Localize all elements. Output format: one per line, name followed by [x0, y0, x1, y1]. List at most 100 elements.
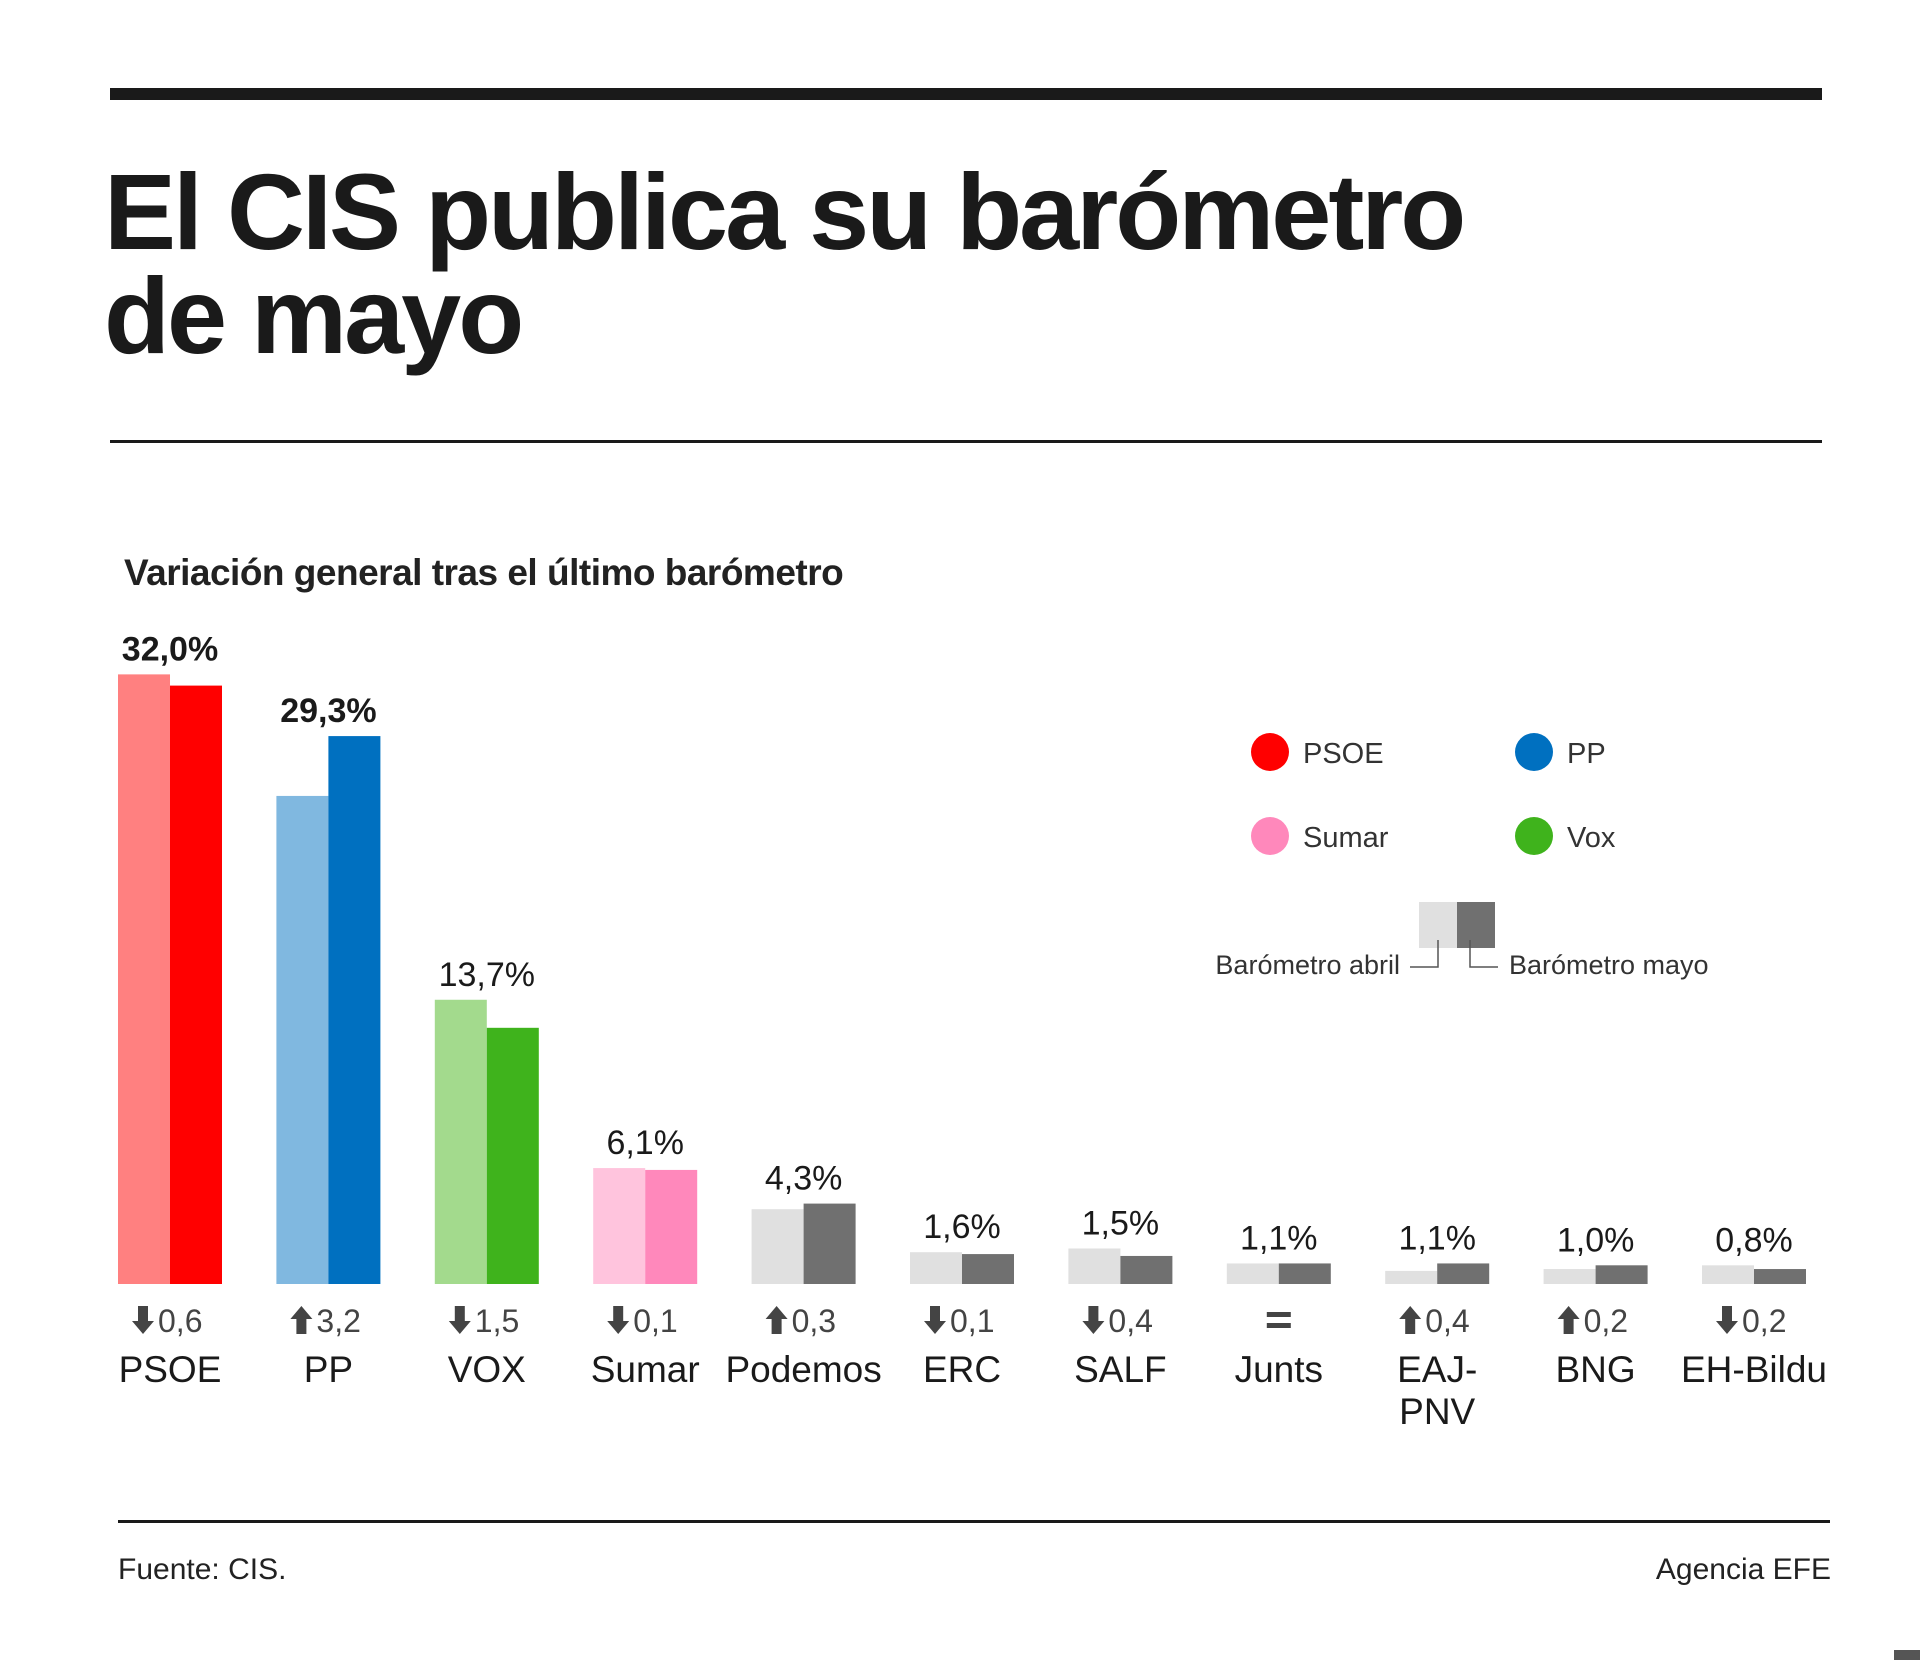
category-label: PP [304, 1349, 353, 1390]
bar-may-bng [1595, 1265, 1648, 1284]
bar-may-erc [962, 1254, 1014, 1284]
value-label: 1,6% [923, 1208, 1001, 1246]
value-label: 1,1% [1240, 1219, 1318, 1257]
legend-label-psoe: PSOE [1303, 738, 1384, 770]
bar-may-junts [1278, 1263, 1331, 1284]
bar-group-junts: 1,1% Junts [1226, 1219, 1331, 1390]
arrow-up-icon [765, 1306, 788, 1334]
bar-april-eh-bildu [1702, 1265, 1754, 1284]
arrow-down-icon [1716, 1306, 1738, 1334]
bar-april-psoe [118, 674, 170, 1284]
bar-may-salf [1120, 1255, 1173, 1284]
arrow-up-icon [290, 1306, 313, 1334]
value-label: 0,8% [1715, 1221, 1793, 1259]
value-label: 1,1% [1398, 1219, 1476, 1257]
change-label: 0,1 [633, 1303, 677, 1339]
value-label: 1,0% [1557, 1221, 1635, 1259]
change-label: 0,2 [1584, 1303, 1628, 1339]
change-label: 0,3 [792, 1303, 836, 1339]
change-label: 0,1 [950, 1303, 994, 1339]
agency-credit: Agencia EFE [1655, 1553, 1831, 1586]
bar-april-erc [910, 1252, 962, 1284]
category-label: EH-Bildu [1681, 1349, 1827, 1390]
category-label: BNG [1556, 1349, 1636, 1390]
arrow-down-icon [607, 1306, 630, 1334]
category-label: Podemos [725, 1349, 881, 1390]
title-divider [110, 440, 1822, 443]
value-label: 1,5% [1082, 1204, 1160, 1242]
arrow-down-icon [448, 1306, 471, 1334]
bar-may-psoe [170, 685, 222, 1284]
category-label: Sumar [591, 1349, 700, 1390]
bar-april-pp [276, 795, 329, 1284]
arrow-up-icon [1557, 1306, 1580, 1334]
legend-dot-sumar [1251, 817, 1289, 855]
bar-may-eh-bildu [1754, 1269, 1806, 1284]
change-label: 0,2 [1742, 1303, 1786, 1339]
change-label: 0,4 [1108, 1303, 1152, 1339]
bar-may-pp [328, 736, 381, 1284]
footer-rule [118, 1520, 1830, 1523]
bar-may-podemos [803, 1203, 856, 1284]
bar-group-psoe: 32,0% 0,6 PSOE [118, 630, 222, 1390]
legend-label-vox: Vox [1567, 822, 1616, 854]
bar-group-eh-bildu: 0,8% 0,2 EH-Bildu [1681, 1221, 1827, 1390]
bar-may-eaj-pnv [1437, 1263, 1490, 1284]
legend-box-may [1457, 902, 1495, 948]
category-label: VOX [448, 1349, 526, 1390]
bar-group-podemos: 4,3% 0,3 Podemos [725, 1160, 881, 1390]
change-label: 0,4 [1425, 1303, 1469, 1339]
legend: PSOE PP Sumar Vox Barómetro abril Barómetro m… [1215, 733, 1709, 980]
bar-april-eaj-pnv [1385, 1270, 1438, 1284]
legend-leader-may [1469, 940, 1498, 968]
arrow-down-icon [924, 1306, 946, 1334]
legend-label-sumar: Sumar [1303, 822, 1389, 854]
bar-april-bng [1543, 1269, 1596, 1284]
bar-group-eaj-pnv: 1,1% 0,4 EAJ-PNV [1385, 1219, 1490, 1432]
change-label: 3,2 [316, 1303, 360, 1339]
bar-group-bng: 1,0% 0,2 BNG [1543, 1221, 1648, 1390]
arrow-down-icon [132, 1306, 154, 1334]
title-line-1: El CIS publica su barómetro [104, 151, 1466, 272]
bar-group-pp: 29,3% 3,2 PP [276, 692, 381, 1390]
legend-label-may: Barómetro mayo [1509, 950, 1709, 980]
equal-bar-bottom [1266, 1323, 1291, 1328]
equal-bar-top [1266, 1312, 1291, 1317]
chart-title: Variación general tras el último barómet… [124, 552, 844, 593]
category-label: EAJ- [1397, 1349, 1477, 1390]
category-label: SALF [1074, 1349, 1167, 1390]
bar-april-vox [434, 999, 487, 1284]
category-label: ERC [923, 1349, 1001, 1390]
legend-label-pp: PP [1567, 738, 1606, 770]
bar-group-sumar: 6,1% 0,1 Sumar [591, 1124, 700, 1390]
value-label: 32,0% [122, 630, 218, 668]
legend-dot-psoe [1251, 733, 1289, 771]
legend-dot-vox [1515, 817, 1553, 855]
legend-leader-april [1410, 940, 1439, 968]
value-label: 29,3% [280, 692, 376, 730]
legend-label-april: Barómetro abril [1215, 950, 1400, 980]
arrow-up-icon [1399, 1306, 1422, 1334]
change-label: 0,6 [158, 1303, 202, 1339]
bar-group-salf: 1,5% 0,4 SALF [1068, 1204, 1173, 1390]
legend-dot-pp [1515, 733, 1553, 771]
category-label: Junts [1235, 1349, 1323, 1390]
value-label: 13,7% [439, 956, 535, 994]
source-note: Fuente: CIS. [118, 1553, 287, 1586]
bar-april-sumar [593, 1168, 646, 1284]
bar-may-sumar [645, 1169, 698, 1284]
page-title: El CIS publica su barómetro de mayo [104, 158, 1704, 370]
category-label: PNV [1399, 1391, 1475, 1432]
corner-mark [1894, 1650, 1920, 1660]
bar-april-junts [1226, 1263, 1279, 1284]
bar-april-podemos [751, 1209, 804, 1284]
category-label: PSOE [119, 1349, 222, 1390]
value-label: 4,3% [765, 1160, 843, 1198]
bar-may-vox [486, 1027, 539, 1284]
arrow-down-icon [1082, 1306, 1105, 1334]
top-rule [110, 88, 1822, 100]
change-label: 1,5 [475, 1303, 519, 1339]
bar-group-vox: 13,7% 1,5 VOX [434, 956, 539, 1390]
